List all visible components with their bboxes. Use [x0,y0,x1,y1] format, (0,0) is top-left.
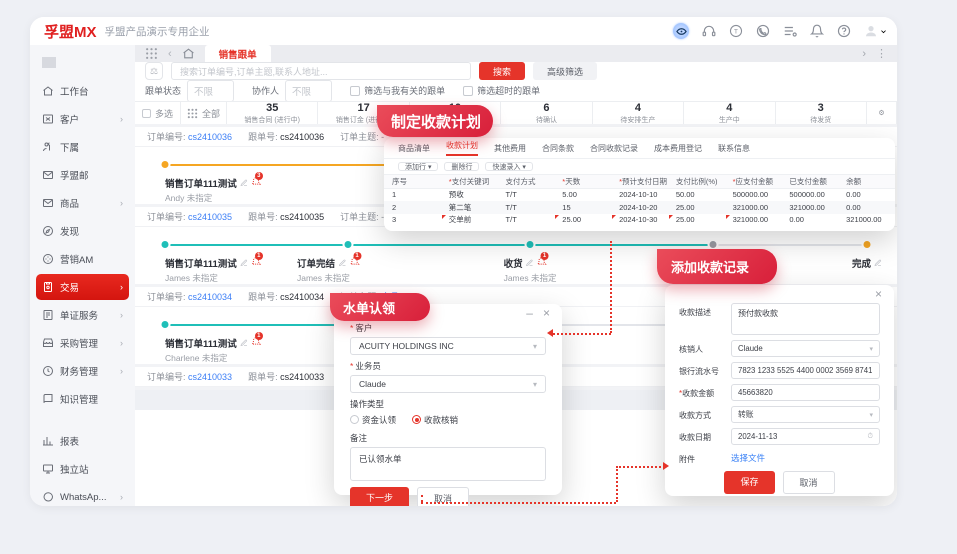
svg-text:T: T [734,28,738,35]
